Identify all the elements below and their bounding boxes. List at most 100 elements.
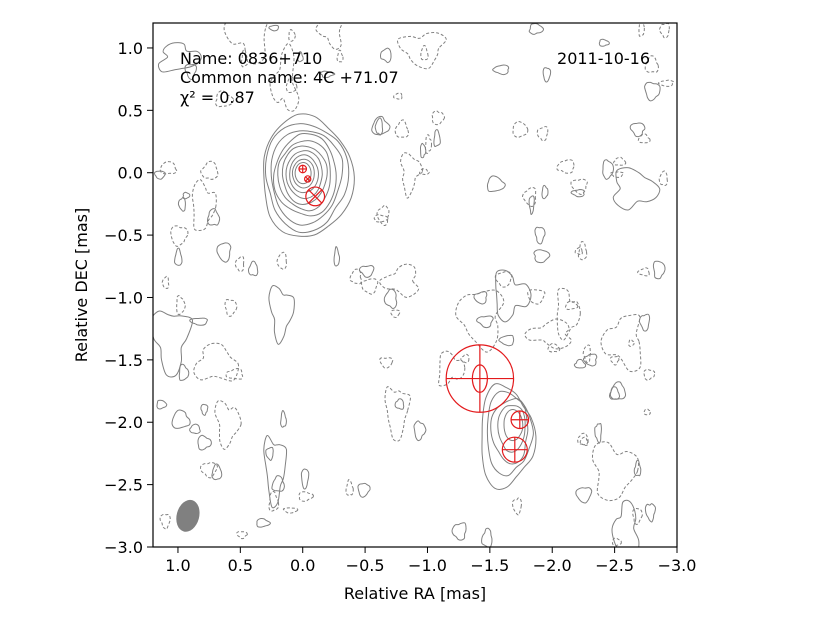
beam-ellipse <box>176 499 200 532</box>
positive-contour <box>271 475 285 492</box>
positive-contour <box>268 24 280 32</box>
date-text: 2011-10-16 <box>557 49 650 68</box>
negative-contour <box>638 23 645 37</box>
component-circle <box>305 186 326 207</box>
y-tick-label: −2.5 <box>104 476 143 495</box>
positive-contour <box>153 170 166 180</box>
negative-contour <box>378 263 420 298</box>
positive-contour <box>419 142 427 159</box>
positive-contour <box>358 265 375 278</box>
positive-contour <box>528 195 535 215</box>
positive-contour <box>177 196 186 212</box>
negative-contour <box>200 160 219 180</box>
negative-contour <box>657 79 675 87</box>
core-contours <box>263 113 355 237</box>
x-tick-label: −1.5 <box>470 556 509 575</box>
core-contour <box>281 145 328 205</box>
positive-contour <box>570 188 585 198</box>
negative-contour <box>613 156 627 166</box>
negative-contour <box>512 120 529 138</box>
negative-contour <box>637 133 651 144</box>
negative-contour <box>570 178 588 195</box>
negative-contour <box>579 436 589 446</box>
positive-contour <box>320 70 336 79</box>
plot-area <box>153 23 675 547</box>
core-contour <box>291 158 315 189</box>
negative-contour <box>214 90 235 108</box>
negative-contour <box>393 92 403 100</box>
negative-contour <box>577 241 588 261</box>
negative-contour <box>159 513 171 530</box>
negative-contour <box>170 225 189 247</box>
positive-contour <box>609 381 627 400</box>
positive-contour <box>481 527 493 547</box>
negative-contour <box>628 338 635 347</box>
y-tick-label: 0.5 <box>118 101 143 120</box>
positive-contour <box>189 317 208 326</box>
negative-contour <box>161 275 170 289</box>
x-tick-label: 0.0 <box>290 556 315 575</box>
positive-contour <box>528 23 545 35</box>
positive-contour <box>534 226 546 245</box>
core-contour <box>263 113 355 237</box>
x-axis-label: Relative RA [mas] <box>344 584 486 603</box>
negative-contour <box>349 268 362 285</box>
y-tick-label: −3.0 <box>104 538 143 557</box>
negative-contour <box>574 246 583 256</box>
positive-contour <box>598 38 610 47</box>
core-contour <box>273 132 337 217</box>
negative-contour <box>420 45 429 61</box>
negative-contour <box>609 355 620 366</box>
positive-contour <box>433 129 441 148</box>
negative-contour <box>373 214 389 223</box>
y-tick-label: 1.0 <box>118 39 143 58</box>
negative-contour <box>455 289 505 353</box>
positive-contour <box>248 260 259 277</box>
negative-contour <box>527 289 546 305</box>
positive-contour <box>171 409 191 429</box>
model-component <box>305 186 326 207</box>
negative-contours <box>159 23 675 547</box>
negative-contour <box>379 357 394 369</box>
negative-contour <box>582 344 591 364</box>
negative-contour <box>644 55 659 73</box>
negative-contour <box>600 314 642 373</box>
negative-contour <box>400 152 424 199</box>
negative-contour <box>288 28 296 42</box>
negative-contour <box>632 507 643 525</box>
positive-contour <box>178 363 190 381</box>
negative-contour <box>224 298 238 317</box>
positive-contour <box>629 122 646 138</box>
y-tick-label: 0.0 <box>118 164 143 183</box>
positive-contour <box>413 420 427 442</box>
negative-contour <box>577 432 589 446</box>
positive-contour <box>371 115 391 136</box>
model-component <box>510 410 530 430</box>
negative-contour <box>268 490 280 512</box>
core-contour <box>270 130 344 226</box>
positive-contour <box>602 159 615 180</box>
positive-contour <box>383 288 398 309</box>
positive-contour <box>182 191 191 200</box>
positive-contour <box>189 423 201 435</box>
negative-contour <box>460 353 470 364</box>
positive-contour <box>263 435 288 509</box>
positive-contour <box>644 81 661 102</box>
model-components <box>298 164 530 463</box>
x-tick-label: −2.5 <box>595 556 634 575</box>
positive-contour <box>216 242 232 263</box>
negative-contour <box>524 318 572 350</box>
negative-contour <box>276 251 288 270</box>
negative-contour <box>282 507 299 514</box>
positive-contour <box>473 291 488 305</box>
negative-contour <box>658 23 670 39</box>
y-axis-ticks: 1.0 0.5 0.0 −0.5 −1.0 −1.5 −2.0 −2.5 −3.0 <box>104 39 153 557</box>
model-component <box>298 164 308 174</box>
positive-contour <box>256 517 271 528</box>
negative-contour <box>556 159 575 174</box>
jet-knot-contour <box>497 405 526 453</box>
negative-contour <box>336 49 344 63</box>
positive-contour <box>394 398 405 410</box>
positive-contour <box>197 434 212 451</box>
